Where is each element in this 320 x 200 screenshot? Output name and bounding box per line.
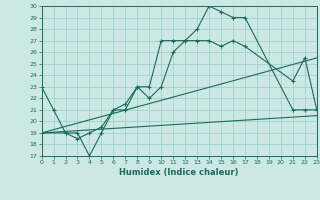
X-axis label: Humidex (Indice chaleur): Humidex (Indice chaleur) — [119, 168, 239, 177]
